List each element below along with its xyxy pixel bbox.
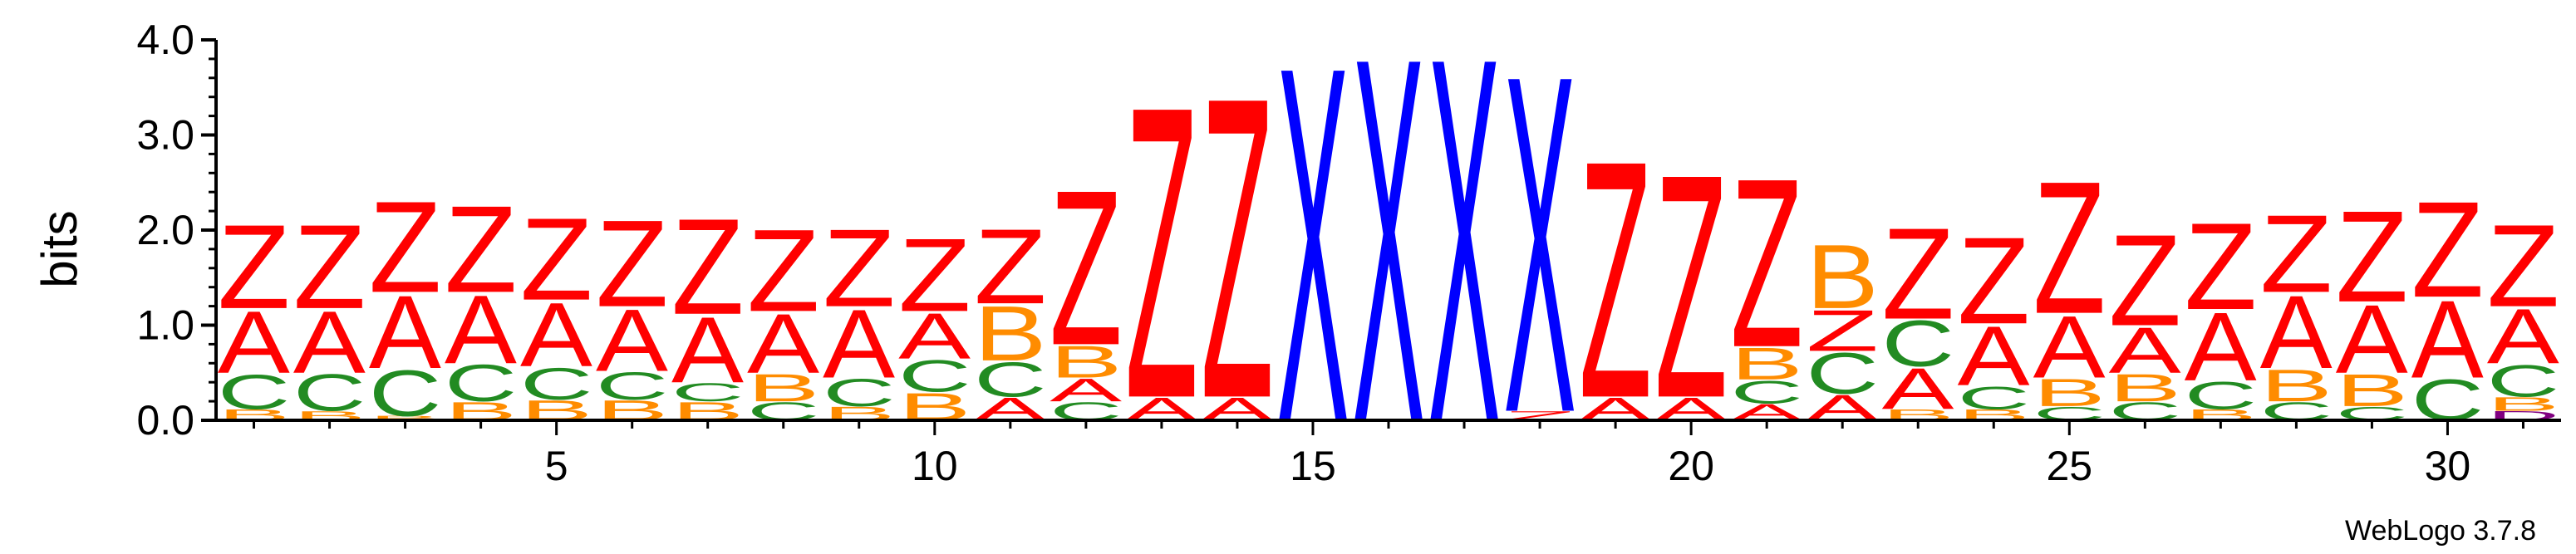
- logo-letter-b: B: [2109, 366, 2181, 410]
- logo-letter-x: X: [1276, 0, 1349, 528]
- logo-letter-b: B: [2336, 365, 2408, 416]
- logo-letter-c: C: [445, 355, 517, 413]
- logo-letter-z: Z: [1882, 200, 1954, 346]
- logo-letter-z: Z: [2336, 184, 2408, 330]
- x-tick-label: 5: [545, 443, 568, 489]
- logo-letter-b: B: [747, 366, 819, 410]
- logo-letter-a: A: [2487, 293, 2559, 380]
- logo-letter-z: Z: [1201, 8, 1273, 488]
- logo-letter-z: Z: [520, 194, 592, 325]
- y-tick-label: 4.0: [136, 17, 194, 63]
- logo-letter-a: A: [293, 293, 366, 392]
- logo-letter-z: Z: [747, 205, 819, 336]
- logo-letter-c: C: [369, 357, 441, 430]
- logo-letter-x: X: [1503, 0, 1576, 514]
- logo-letter-c: C: [1958, 380, 2030, 416]
- logo-letter-z: Z: [898, 217, 971, 334]
- logo-letter-c: C: [823, 371, 895, 414]
- logo-letter-a: A: [1882, 356, 1954, 422]
- y-axis-label: bits: [32, 210, 87, 287]
- logo-letter-z: Z: [445, 180, 517, 318]
- logo-letter-c: C: [1806, 341, 1878, 406]
- x-ticks: 5 10 15 20 25 30: [253, 420, 2524, 489]
- logo-letter-a: A: [2411, 277, 2484, 401]
- logo-glyphs: BCAZBCAZBCAZBCAZBCAZBCAZBCAZCBAZBCAZBCAZ…: [218, 0, 2559, 532]
- logo-letter-b: B: [1806, 226, 1878, 328]
- logo-letter-z: Z: [369, 174, 441, 320]
- logo-letter-a: A: [218, 293, 291, 392]
- logo-letter-z: Z: [1125, 20, 1197, 485]
- y-tick-label: 3.0: [136, 112, 194, 159]
- logo-letter-c: C: [520, 358, 592, 409]
- logo-letter-b: B: [2260, 360, 2333, 411]
- x-tick-label: 10: [912, 443, 958, 489]
- logo-letter-a: A: [671, 297, 745, 402]
- logo-letter-z: Z: [1806, 298, 1878, 364]
- logo-letter-z: Z: [1579, 90, 1651, 468]
- logo-letter-z: Z: [823, 207, 895, 330]
- logo-letter-a: A: [2336, 286, 2408, 395]
- logo-letter-z: Z: [1958, 212, 2030, 350]
- logo-axes: 0.0 1.0 2.0 3.0 4.0 5 10 15 20 25 30: [136, 17, 2561, 489]
- logo-letter-z: Z: [2033, 143, 2106, 354]
- logo-letter-c: C: [1730, 375, 1802, 411]
- logo-letter-z: Z: [671, 189, 744, 343]
- x-tick-label: 30: [2425, 443, 2471, 489]
- logo-letter-z: Z: [293, 200, 366, 334]
- logo-letter-z: Z: [1730, 129, 1802, 397]
- logo-letter-b: B: [1730, 339, 1802, 390]
- y-tick-label: 0.0: [136, 397, 194, 444]
- logo-letter-c: C: [671, 378, 744, 407]
- logo-letter-z: Z: [2109, 207, 2181, 353]
- logo-letter-a: A: [520, 283, 593, 385]
- logo-letter-b: B: [2033, 370, 2106, 414]
- logo-letter-c: C: [596, 365, 668, 408]
- logo-letter-a: A: [2185, 293, 2257, 402]
- logo-letter-a: A: [596, 292, 669, 390]
- logo-letter-a: A: [369, 274, 442, 390]
- logo-letter-a: A: [1958, 308, 2030, 403]
- logo-letter-a: A: [2033, 298, 2107, 397]
- logo-letter-b: B: [1050, 336, 1122, 387]
- logo-letter-a: A: [2109, 314, 2181, 386]
- x-tick-label: 15: [1290, 443, 1336, 489]
- logo-letter-c: C: [974, 352, 1046, 407]
- logo-letter-a: A: [823, 290, 895, 399]
- logo-letter-a: A: [2260, 274, 2333, 390]
- logo-letter-a: A: [1050, 372, 1123, 409]
- logo-letter-b: B: [2487, 393, 2559, 414]
- logo-letter-a: A: [747, 296, 819, 390]
- y-tick-label: 2.0: [136, 207, 194, 253]
- logo-letter-a: A: [898, 300, 971, 372]
- logo-letter-c: C: [2487, 355, 2559, 406]
- logo-letter-z: Z: [974, 207, 1046, 326]
- logo-letter-z: Z: [1050, 145, 1122, 392]
- y-tick-label: 1.0: [136, 302, 194, 349]
- weblogo-credit: WebLogo 3.7.8: [2345, 515, 2536, 547]
- logo-letter-z: Z: [2487, 200, 2559, 331]
- logo-letter-x: X: [1352, 0, 1424, 532]
- logo-letter-c: C: [1882, 307, 1954, 380]
- logo-letter-b: B: [369, 414, 441, 422]
- logo-letter-x: X: [1428, 0, 1500, 532]
- logo-letter-z: Z: [2411, 173, 2484, 326]
- logo-letter-z: Z: [1654, 109, 1727, 464]
- x-tick-label: 25: [2046, 443, 2092, 489]
- logo-letter-c: C: [2185, 374, 2257, 417]
- y-ticks: 0.0 1.0 2.0 3.0 4.0: [136, 17, 216, 444]
- logo-letter-c: C: [898, 351, 971, 401]
- logo-letter-b: B: [974, 291, 1046, 378]
- logo-letter-c: C: [293, 365, 366, 423]
- logo-letter-c: C: [218, 365, 290, 419]
- x-tick-label: 20: [1668, 443, 1714, 489]
- logo-letter-z: Z: [596, 194, 668, 332]
- logo-letter-a: A: [445, 276, 517, 385]
- logo-letter-z: Z: [2260, 193, 2333, 316]
- logo-letter-z: Z: [218, 200, 290, 334]
- logo-letter-z: Z: [2185, 197, 2257, 335]
